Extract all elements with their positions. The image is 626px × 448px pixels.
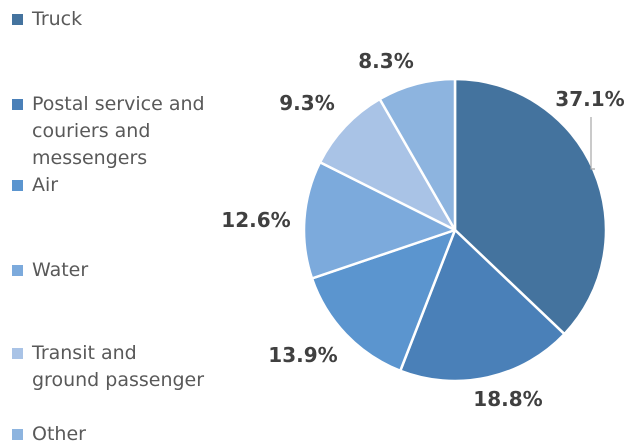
- pie-slice-other: [378, 77, 457, 232]
- leader-line: [590, 117, 595, 170]
- pie-slice-water: [302, 161, 457, 280]
- legend-label: Air: [32, 174, 59, 196]
- data-label-transit: 9.3%: [279, 91, 334, 115]
- legend-label: Transit and ground passenger: [32, 342, 205, 391]
- legend-label: Other: [32, 423, 86, 445]
- chart-legend: Truck Postal service and couriers and me…: [12, 0, 242, 445]
- legend-item-air: Air: [12, 172, 237, 199]
- legend-swatch: [12, 429, 23, 440]
- legend-label: Water: [32, 259, 89, 281]
- data-label-truck: 37.1%: [555, 87, 624, 111]
- data-label-other: 8.3%: [358, 49, 413, 73]
- legend-label: Postal service and couriers and messenge…: [32, 93, 205, 169]
- legend-swatch: [12, 265, 23, 276]
- pie-slice-air: [310, 228, 457, 372]
- legend-item-transit: Transit and ground passenger: [12, 340, 237, 394]
- data-label-postal: 18.8%: [473, 387, 542, 411]
- legend-label: Truck: [32, 8, 83, 30]
- legend-swatch: [12, 348, 23, 359]
- pie-slice-transit: [318, 97, 457, 232]
- legend-swatch: [12, 99, 23, 110]
- legend-swatch: [12, 14, 23, 25]
- legend-item-other: Other: [12, 421, 237, 448]
- legend-swatch: [12, 180, 23, 191]
- data-label-water: 12.6%: [221, 208, 290, 232]
- data-label-air: 13.9%: [268, 343, 337, 367]
- legend-item-truck: Truck: [12, 6, 237, 33]
- legend-item-water: Water: [12, 257, 237, 284]
- pie-slice-truck: [453, 77, 608, 336]
- legend-item-postal: Postal service and couriers and messenge…: [12, 91, 237, 172]
